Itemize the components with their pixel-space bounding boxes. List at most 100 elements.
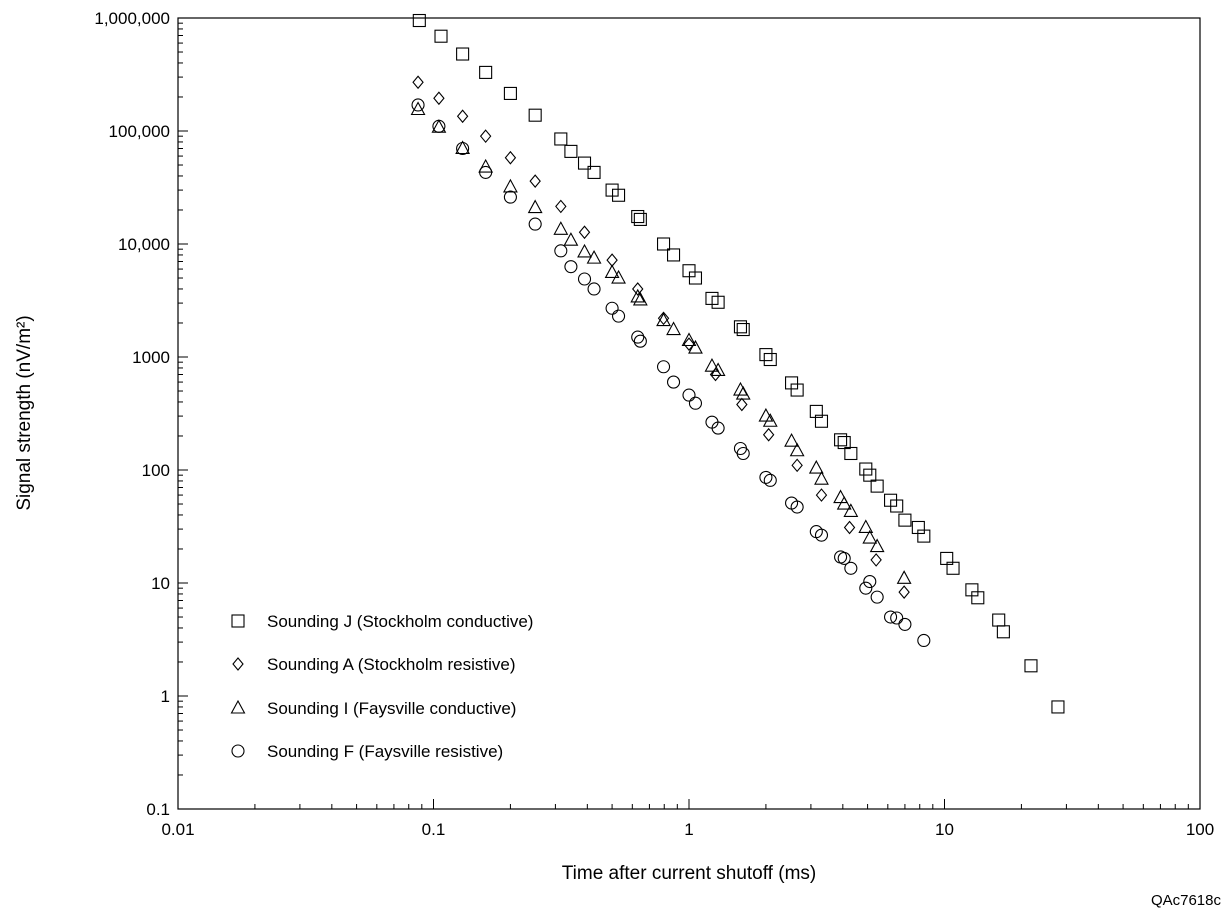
circle-data-point — [790, 500, 804, 514]
square-data-point — [528, 108, 542, 122]
y-tick-label: 1 — [161, 687, 170, 706]
square-data-point — [711, 295, 725, 309]
circle-data-point — [612, 309, 626, 323]
y-tick-label: 100 — [142, 461, 170, 480]
square-data-point — [890, 499, 904, 513]
triangle-data-point — [586, 249, 602, 264]
circle-data-point — [736, 446, 750, 461]
circle-data-point — [456, 141, 470, 156]
circle-data-point — [633, 334, 647, 348]
square-data-point — [763, 352, 777, 367]
figure-id: QAc7618c — [1151, 892, 1222, 909]
circle-data-point — [711, 421, 725, 435]
square-data-point — [456, 47, 470, 61]
square-data-point — [733, 320, 748, 334]
square-data-point — [554, 132, 568, 146]
circle-data-point — [503, 190, 517, 204]
circle-data-point — [814, 528, 829, 542]
square-data-point — [688, 271, 703, 285]
legend-item: Sounding J (Stockholm conductive) — [231, 612, 533, 631]
y-tick-label: 1000 — [132, 348, 170, 367]
plot-frame — [177, 17, 1201, 810]
triangle-data-point — [710, 362, 726, 377]
square-data-point — [666, 248, 681, 262]
circle-data-point — [605, 301, 619, 315]
circle-data-point — [844, 561, 858, 575]
triangle-data-point — [410, 101, 426, 116]
circle-data-point — [479, 165, 493, 179]
circle-data-point — [631, 330, 645, 344]
square-data-point — [759, 348, 773, 362]
square-data-point — [992, 613, 1006, 627]
diamond-data-point — [762, 427, 775, 442]
circle-data-point — [837, 551, 851, 565]
triangle-data-point — [630, 288, 646, 303]
triangle-data-point — [527, 199, 543, 214]
triangle-data-point — [843, 503, 859, 517]
circle-data-point — [554, 244, 568, 258]
circle-data-point — [890, 611, 904, 625]
triangle-data-point — [688, 339, 703, 354]
circle-data-point — [666, 375, 681, 389]
square-data-point — [844, 446, 858, 461]
triangle-data-point — [762, 413, 778, 427]
triangle-data-point — [758, 407, 774, 422]
square-data-point — [971, 591, 985, 605]
diamond-data-point — [578, 225, 591, 240]
circle-data-point — [682, 388, 696, 402]
circle-data-point — [411, 98, 425, 112]
triangle-data-point — [789, 442, 805, 457]
data-points — [410, 13, 1065, 714]
square-data-point — [996, 625, 1010, 639]
triangle-data-point — [833, 489, 849, 504]
circle-data-point — [656, 360, 671, 374]
square-data-point — [917, 529, 931, 543]
circle-data-point — [863, 574, 877, 589]
triangle-data-point — [681, 332, 697, 347]
circle-data-point — [688, 396, 703, 410]
triangle-data-point — [784, 432, 799, 447]
circle-data-point — [577, 272, 592, 286]
square-data-point — [898, 513, 912, 527]
legend-label: Sounding A (Stockholm resistive) — [267, 655, 516, 674]
diamond-data-point — [683, 337, 695, 351]
triangle-data-point — [577, 243, 592, 258]
square-data-point — [587, 165, 601, 179]
square-data-point — [577, 156, 592, 170]
triangle-data-point — [896, 570, 912, 584]
legend-label: Sounding F (Faysville resistive) — [267, 742, 503, 761]
triangle-data-point — [704, 357, 720, 372]
square-data-point — [790, 383, 804, 397]
square-data-point — [631, 209, 645, 224]
square-data-point — [946, 561, 960, 575]
y-tick-label: 100,000 — [109, 122, 170, 141]
x-tick-label: 100 — [1186, 820, 1214, 839]
y-tick-label: 0.1 — [146, 800, 170, 819]
x-axis: 0.01 0.1 1 10 100 — [161, 799, 1214, 839]
circle-data-point — [587, 282, 601, 296]
triangle-data-point — [563, 232, 579, 246]
square-data-point — [656, 237, 671, 251]
series-square — [412, 13, 1065, 714]
triangle-data-point — [604, 264, 620, 279]
legend-label: Sounding I (Faysville conductive) — [267, 699, 516, 718]
square-data-point — [814, 414, 829, 428]
diamond-data-point — [504, 150, 517, 165]
y-tick-label: 1,000,000 — [94, 9, 170, 28]
y-axis: 0.1 1 10 100 1000 10,000 100,000 1,000,000 — [94, 9, 188, 819]
triangle-data-point — [656, 312, 671, 327]
circle-data-point — [432, 119, 446, 133]
legend-item: Sounding I (Faysville conductive) — [230, 699, 516, 718]
circle-data-point — [898, 617, 912, 631]
y-tick-label: 10,000 — [118, 235, 170, 254]
legend: Sounding J (Stockholm conductive) Soundin… — [230, 612, 533, 761]
legend-circle-marker — [231, 744, 245, 758]
square-data-point — [1024, 659, 1038, 673]
x-tick-label: 0.1 — [422, 820, 446, 839]
square-data-point — [633, 212, 647, 226]
legend-triangle-marker — [230, 699, 246, 714]
triangle-data-point — [836, 495, 852, 510]
x-tick-label: 10 — [935, 820, 954, 839]
circle-data-point — [759, 470, 773, 484]
